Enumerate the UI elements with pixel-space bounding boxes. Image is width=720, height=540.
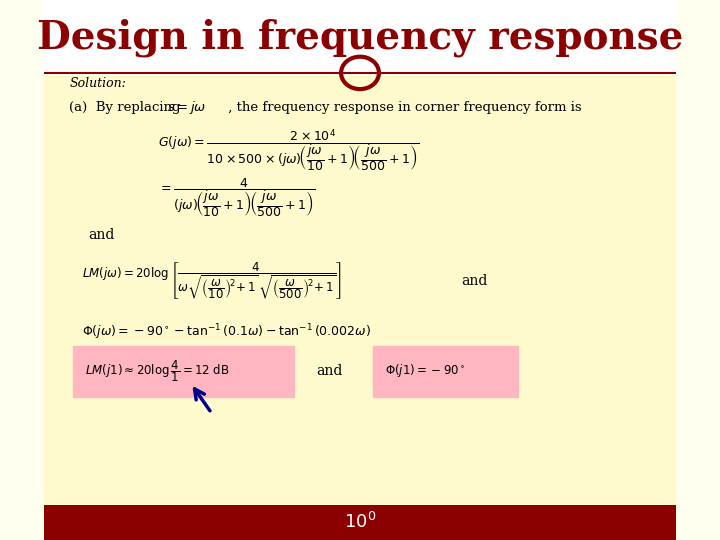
Text: $G(j\omega) = \dfrac{2\times10^4}{10\times500\times(j\omega)\!\left(\dfrac{j\ome: $G(j\omega) = \dfrac{2\times10^4}{10\tim… [158, 128, 419, 174]
FancyBboxPatch shape [73, 346, 294, 397]
Text: and: and [461, 274, 487, 288]
Text: $LM(j1) \approx 20\log\dfrac{4}{1} = 12\ \mathrm{dB}$: $LM(j1) \approx 20\log\dfrac{4}{1} = 12\… [85, 358, 230, 384]
Text: $\Phi(j1) = -90^\circ$: $\Phi(j1) = -90^\circ$ [385, 362, 466, 380]
Text: Solution:: Solution: [69, 77, 126, 90]
Text: , the frequency response in corner frequency form is: , the frequency response in corner frequ… [224, 102, 582, 114]
FancyBboxPatch shape [44, 76, 676, 508]
FancyBboxPatch shape [373, 346, 518, 397]
Text: $10^0$: $10^0$ [344, 512, 376, 532]
Text: $LM(j\omega) = 20\log\left[\dfrac{4}{\omega\sqrt{\left(\dfrac{\omega}{10}\right): $LM(j\omega) = 20\log\left[\dfrac{4}{\om… [82, 260, 342, 301]
Text: and: and [316, 364, 342, 378]
Text: (a)  By replacing: (a) By replacing [69, 102, 185, 114]
Text: $\Phi(j\omega) = -90^\circ - \tan^{-1}(0.1\omega) - \tan^{-1}(0.002\omega)$: $\Phi(j\omega) = -90^\circ - \tan^{-1}(0… [82, 322, 371, 342]
Text: $s = j\omega$: $s = j\omega$ [167, 99, 207, 117]
Text: and: and [89, 228, 114, 242]
Text: Design in frequency response: Design in frequency response [37, 18, 683, 57]
FancyBboxPatch shape [44, 505, 676, 540]
Text: $= \dfrac{4}{(j\omega)\!\left(\dfrac{j\omega}{10}+1\right)\!\left(\dfrac{j\omega: $= \dfrac{4}{(j\omega)\!\left(\dfrac{j\o… [158, 176, 315, 219]
FancyBboxPatch shape [44, 0, 676, 73]
